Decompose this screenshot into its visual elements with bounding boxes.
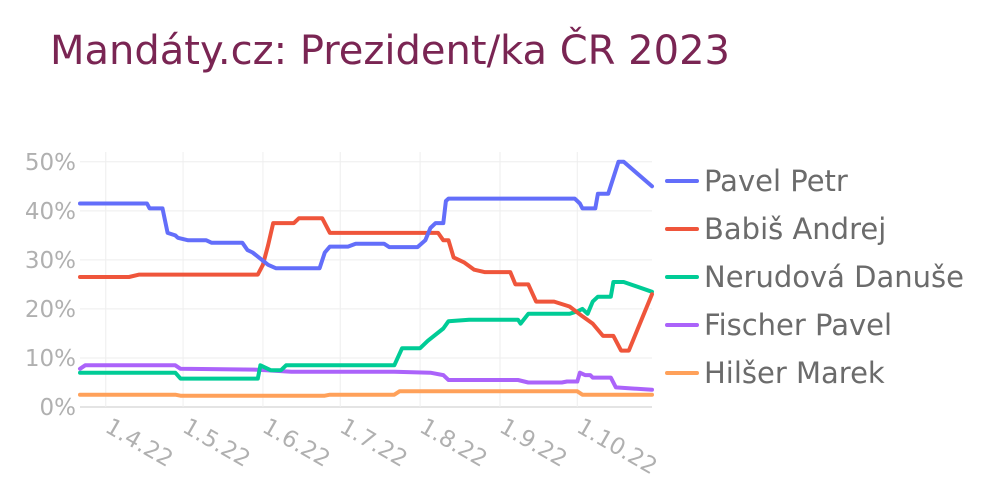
legend-label: Hilšer Marek xyxy=(704,356,885,390)
x-axis-ticks: 1.4.22 1.5.22 1.6.22 1.7.22 1.8.22 1.9.22 1.10… xyxy=(101,414,662,480)
legend-item[interactable]: Pavel Petr xyxy=(665,164,848,198)
x-tick-label: 1.8.22 xyxy=(415,414,491,473)
legend-label: Fischer Pavel xyxy=(704,308,892,342)
legend-item[interactable]: Nerudová Danuše xyxy=(665,260,964,294)
x-tick-label: 1.7.22 xyxy=(335,414,411,473)
legend[interactable]: Pavel Petr Babiš Andrej Nerudová Danuše Fis… xyxy=(665,164,964,390)
page-title: Mandáty.cz: Prezident/ka ČR 2023 xyxy=(50,28,730,74)
y-tick-label: 10% xyxy=(25,346,76,372)
y-tick-label: 30% xyxy=(25,248,76,274)
y-tick-label: 0% xyxy=(40,395,77,421)
series-line-1 xyxy=(78,159,654,271)
series-lines xyxy=(78,159,654,398)
legend-label: Babiš Andrej xyxy=(704,212,886,246)
y-tick-label: 40% xyxy=(25,199,76,225)
legend-item[interactable]: Babiš Andrej xyxy=(665,212,886,246)
legend-item[interactable]: Fischer Pavel xyxy=(665,308,892,342)
series-line-4 xyxy=(78,363,654,392)
legend-label: Nerudová Danuše xyxy=(704,260,964,294)
gridlines xyxy=(80,152,652,408)
x-tick-label: 1.9.22 xyxy=(495,414,571,473)
x-tick-label: 1.6.22 xyxy=(258,414,334,473)
series-line-3 xyxy=(78,280,654,381)
legend-item[interactable]: Hilšer Marek xyxy=(665,356,885,390)
y-tick-label: 50% xyxy=(25,150,76,176)
x-tick-label: 1.5.22 xyxy=(178,414,254,473)
y-tick-label: 20% xyxy=(25,297,76,323)
x-tick-label: 1.10.22 xyxy=(572,414,661,480)
series-line-2 xyxy=(78,216,654,353)
series-line-5 xyxy=(78,389,654,398)
y-axis-ticks: 0% 10% 20% 30% 40% 50% xyxy=(25,150,76,421)
legend-label: Pavel Petr xyxy=(704,164,848,198)
x-tick-label: 1.4.22 xyxy=(101,414,177,473)
